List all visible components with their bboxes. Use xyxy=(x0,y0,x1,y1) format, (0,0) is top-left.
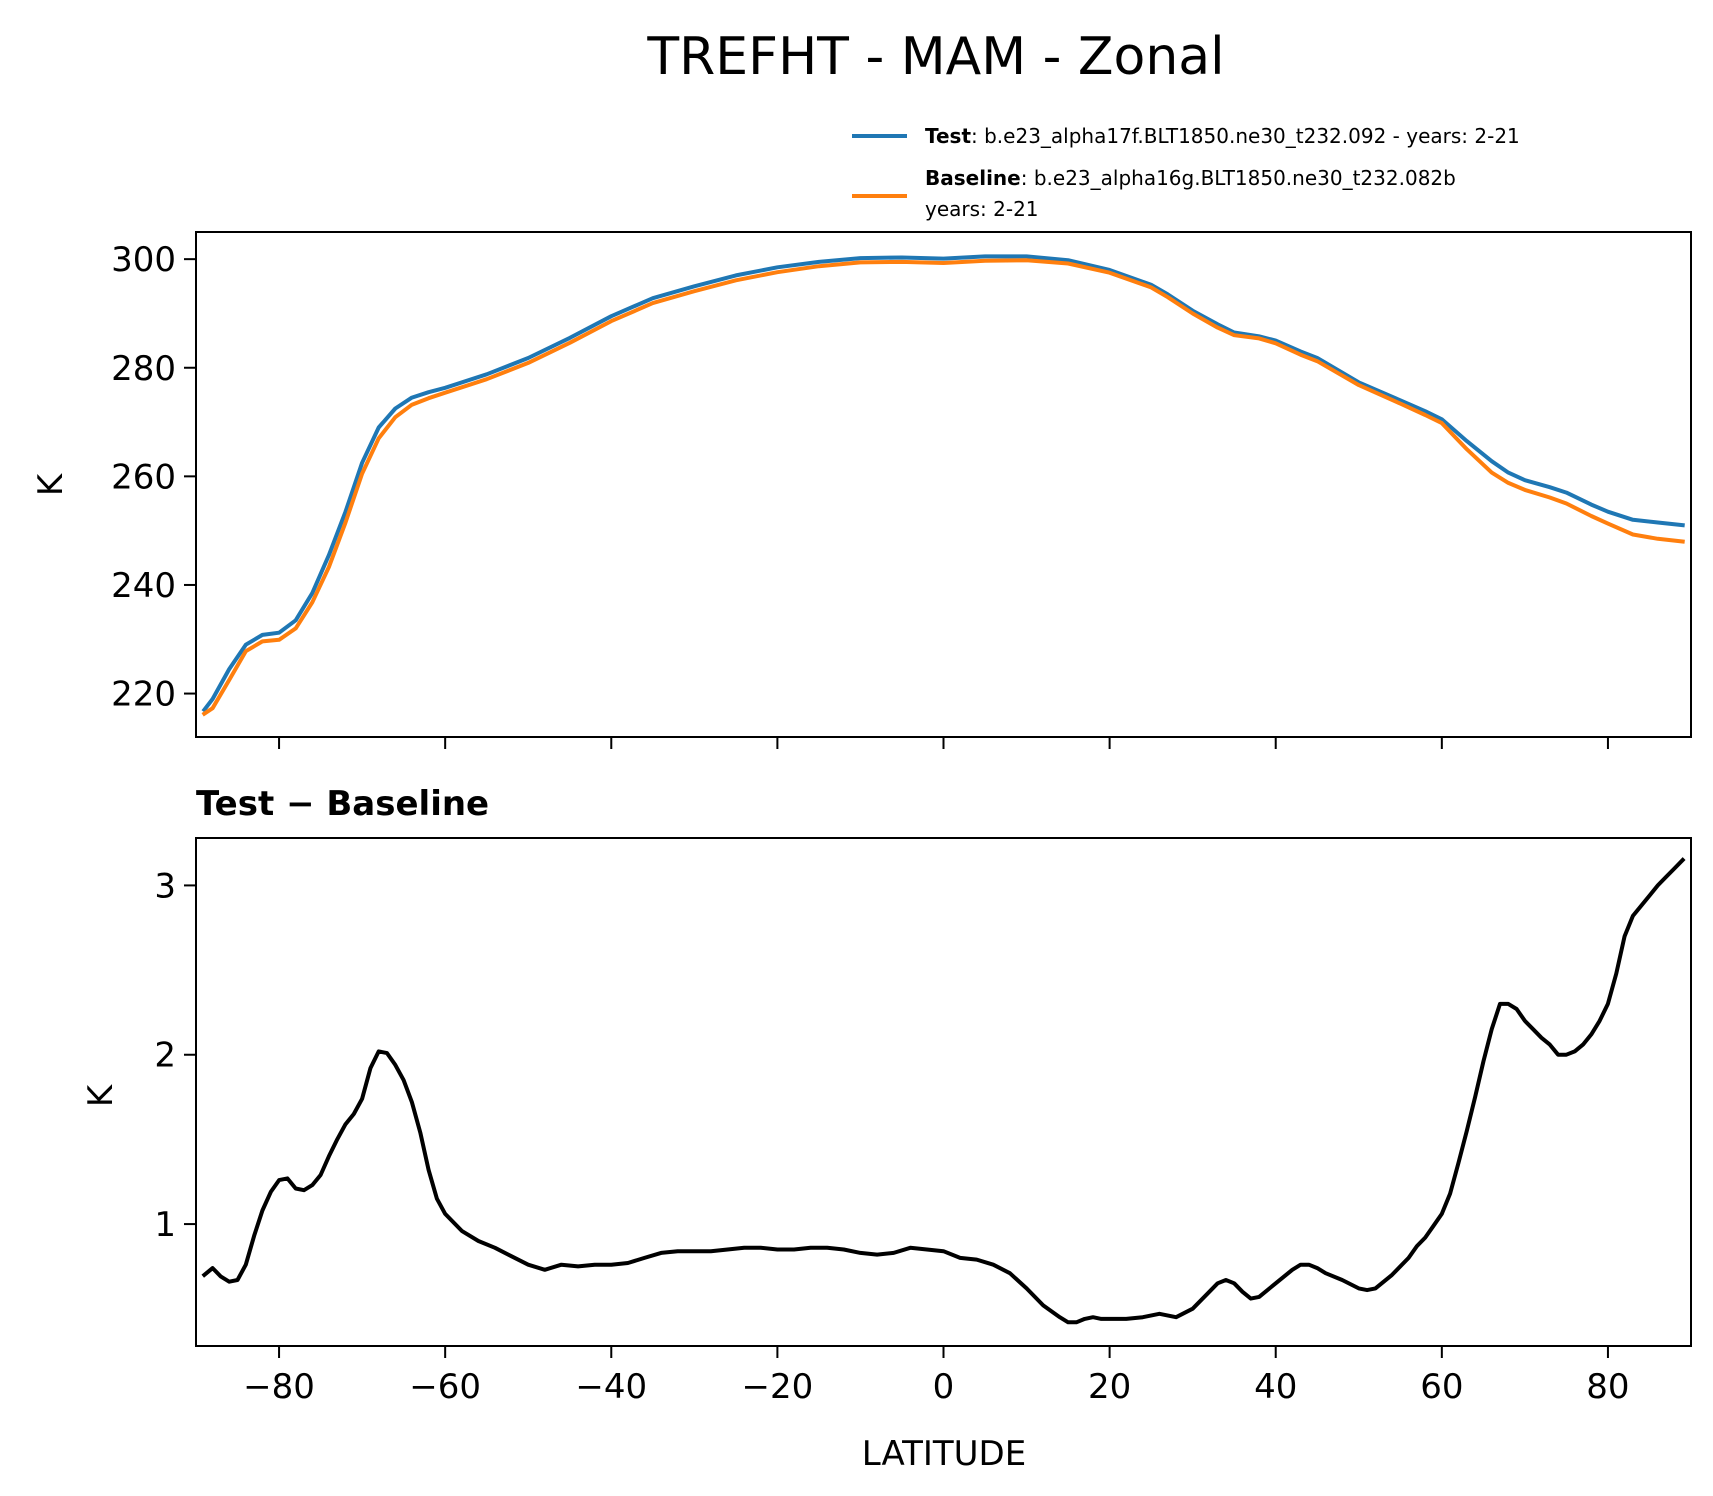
bottom-xtick-label: −80 xyxy=(243,1367,315,1407)
bottom-ytick-label: 1 xyxy=(154,1205,176,1245)
legend-desc-baseline-line2: years: 2-21 xyxy=(925,197,1039,221)
bottom-series-group xyxy=(201,857,1686,1325)
bottom-xtick-label: −60 xyxy=(409,1367,481,1407)
figure-title: TREFHT - MAM - Zonal xyxy=(646,27,1224,87)
bottom-xtick-label: 60 xyxy=(1420,1367,1463,1407)
top-y-ticks: 220 240 260 280 300 xyxy=(111,240,196,715)
bottom-xtick-label: 80 xyxy=(1586,1367,1629,1407)
bottom-series-line-1 xyxy=(201,857,1686,1325)
top-series-line-1 xyxy=(201,254,1685,713)
bottom-xtick-label: 0 xyxy=(933,1367,955,1407)
bottom-ylabel: K xyxy=(81,1083,121,1107)
top-series-line-2 xyxy=(201,258,1685,717)
legend-label-baseline: Baseline: b.e23_alpha16g.BLT1850.ne30_t2… xyxy=(925,166,1456,190)
top-ytick-label: 220 xyxy=(111,675,176,715)
bottom-xtick-label: 20 xyxy=(1088,1367,1131,1407)
legend: Test: b.e23_alpha17f.BLT1850.ne30_t232.0… xyxy=(852,124,1520,221)
panel-top: 220 240 260 280 300 K xyxy=(31,231,1692,749)
bottom-x-ticks: −80 −60 −40 −20 0 20 40 60 80 xyxy=(243,1346,1630,1407)
top-ytick-label: 300 xyxy=(111,240,176,280)
top-ytick-label: 240 xyxy=(111,566,176,606)
bottom-xlabel: LATITUDE xyxy=(862,1434,1026,1474)
bottom-xtick-label: −40 xyxy=(575,1367,647,1407)
top-series-group xyxy=(201,254,1685,717)
legend-name-baseline: Baseline xyxy=(925,166,1021,190)
top-ylabel: K xyxy=(31,472,71,496)
bottom-ytick-label: 3 xyxy=(154,866,176,906)
bottom-xtick-label: −20 xyxy=(742,1367,814,1407)
panel-bottom: Test − Baseline −80 −60 −40 −20 0 20 40 60 80 1 2… xyxy=(81,784,1692,1474)
bottom-ytick-label: 2 xyxy=(154,1036,176,1076)
bottom-y-ticks: 1 2 3 xyxy=(154,866,196,1245)
legend-desc-baseline: : b.e23_alpha16g.BLT1850.ne30_t232.082b xyxy=(1021,166,1456,190)
top-ytick-label: 260 xyxy=(111,457,176,497)
legend-name-test: Test xyxy=(925,124,971,148)
legend-desc-test: : b.e23_alpha17f.BLT1850.ne30_t232.092 -… xyxy=(971,124,1520,148)
bottom-subtitle: Test − Baseline xyxy=(196,784,489,824)
bottom-xtick-label: 40 xyxy=(1254,1367,1297,1407)
top-ytick-label: 280 xyxy=(111,349,176,389)
top-x-ticks xyxy=(278,737,1609,749)
legend-label-test: Test: b.e23_alpha17f.BLT1850.ne30_t232.0… xyxy=(925,124,1520,148)
